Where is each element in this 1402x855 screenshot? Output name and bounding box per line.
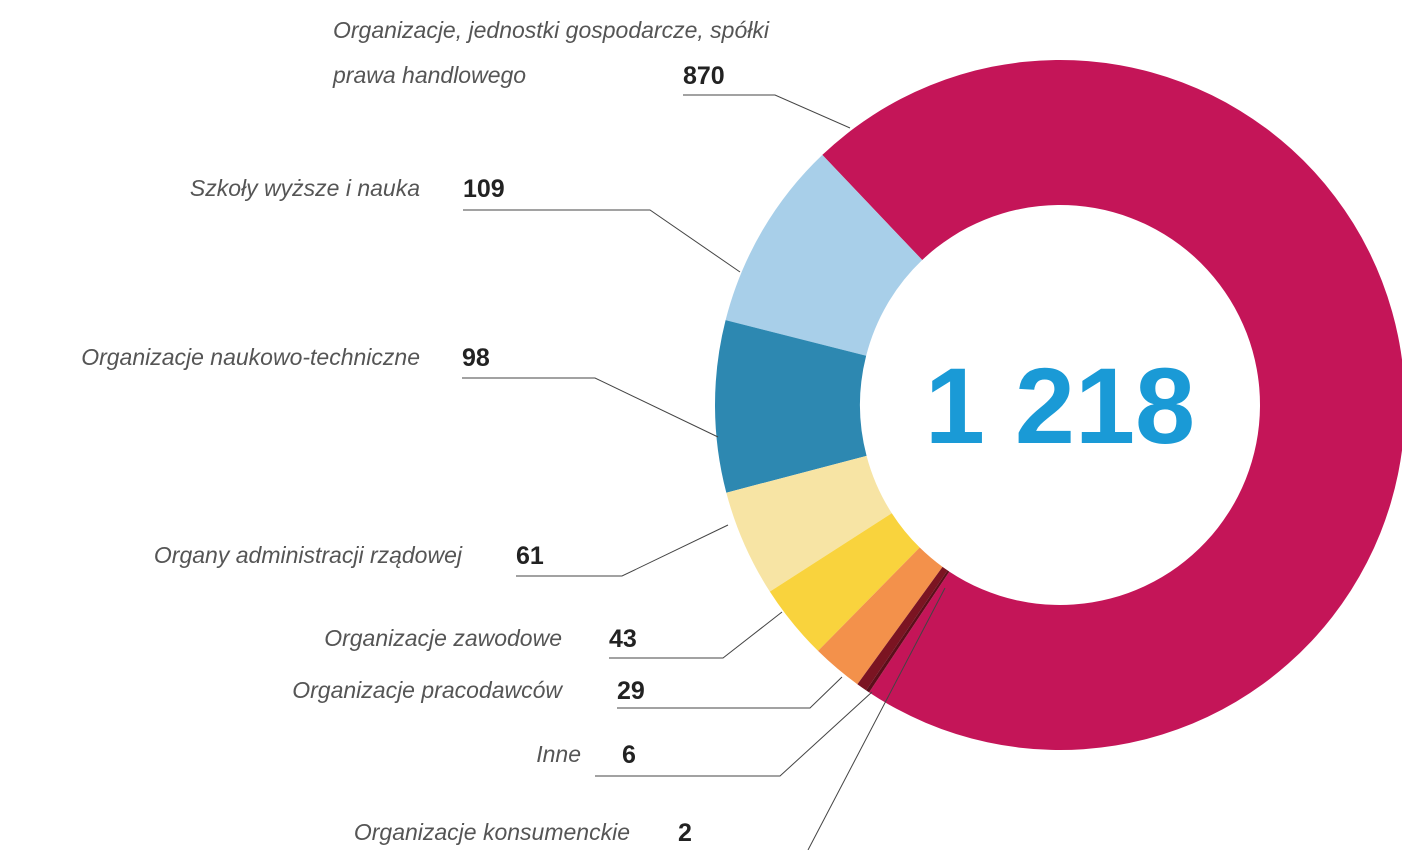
donut-segment bbox=[726, 455, 892, 592]
value-label: 61 bbox=[516, 542, 544, 570]
donut-segment bbox=[857, 566, 948, 691]
leader-line bbox=[516, 524, 729, 577]
donut-segment bbox=[866, 570, 950, 693]
value-label: 870 bbox=[683, 62, 725, 90]
leader-line bbox=[807, 587, 946, 850]
leader-line bbox=[609, 611, 783, 659]
category-label: Organizacje konsumenckie bbox=[353, 819, 630, 845]
center-total: 1 218 bbox=[925, 345, 1195, 466]
value-label: 43 bbox=[609, 625, 637, 653]
leader-line bbox=[683, 94, 851, 129]
leader-line bbox=[462, 377, 719, 438]
donut-segment bbox=[715, 320, 867, 493]
donut-segment bbox=[822, 60, 1402, 750]
donut-segment bbox=[818, 547, 943, 685]
category-label: Szkoły wyższe i nauka bbox=[189, 175, 420, 201]
value-label: 109 bbox=[463, 175, 505, 203]
category-label: Organy administracji rządowej bbox=[153, 542, 462, 568]
leader-line bbox=[595, 691, 873, 777]
value-label: 6 bbox=[622, 741, 636, 769]
category-label: Organizacje zawodowe bbox=[324, 625, 562, 651]
category-label: Inne bbox=[536, 741, 581, 767]
category-label: Organizacje naukowo-techniczne bbox=[81, 344, 420, 370]
category-label: Organizacje pracodawców bbox=[292, 677, 562, 703]
value-label: 29 bbox=[617, 677, 645, 705]
donut-segment bbox=[769, 513, 920, 651]
category-label: Organizacje, jednostki gospodarcze, spół… bbox=[333, 17, 769, 88]
donut-segment bbox=[725, 154, 923, 356]
value-label: 2 bbox=[678, 819, 692, 847]
value-label: 98 bbox=[462, 344, 490, 372]
leader-line bbox=[617, 676, 843, 709]
leader-line bbox=[463, 209, 741, 273]
